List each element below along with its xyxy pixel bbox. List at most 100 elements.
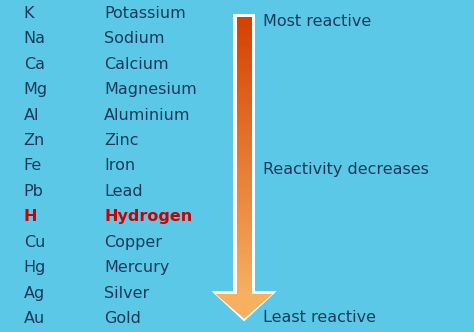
Bar (237, 35, 252, 36)
Bar (237, 144, 252, 145)
Bar (237, 215, 252, 216)
Bar (237, 97, 252, 98)
Bar (237, 136, 252, 137)
Bar (237, 182, 252, 183)
Bar (237, 96, 252, 97)
Bar (237, 223, 252, 224)
Bar (237, 240, 252, 241)
Polygon shape (211, 291, 277, 321)
Bar (237, 284, 252, 286)
Bar (237, 101, 252, 103)
Bar (237, 205, 252, 207)
Bar (237, 256, 252, 258)
Bar (237, 112, 252, 114)
Bar (237, 229, 252, 230)
Text: Zinc: Zinc (104, 133, 139, 148)
Bar (237, 220, 252, 222)
Bar (237, 32, 252, 33)
Bar (237, 251, 252, 252)
Text: Mercury: Mercury (104, 260, 170, 275)
Bar (237, 115, 252, 117)
Bar (237, 47, 252, 48)
Bar (237, 89, 252, 90)
Text: Most reactive: Most reactive (263, 14, 371, 29)
Bar (237, 193, 252, 194)
Bar (237, 58, 252, 59)
Bar (237, 105, 252, 107)
Text: H: H (24, 209, 37, 224)
Bar (237, 119, 252, 121)
Bar (237, 122, 252, 123)
Bar (237, 202, 252, 204)
Bar (237, 53, 252, 54)
Bar (237, 281, 252, 283)
Bar (237, 169, 252, 170)
Bar (237, 217, 252, 219)
Bar (237, 43, 252, 44)
Bar (237, 61, 252, 62)
Bar (237, 173, 252, 175)
Bar (237, 266, 252, 268)
Bar (237, 255, 252, 256)
Bar (237, 155, 252, 157)
Bar (237, 31, 252, 32)
Text: Copper: Copper (104, 235, 162, 250)
Bar (237, 127, 252, 129)
Bar (237, 48, 252, 50)
Bar (237, 159, 252, 161)
Text: Na: Na (24, 31, 46, 46)
Bar (237, 33, 252, 35)
Bar (237, 161, 252, 162)
Bar (237, 170, 252, 172)
Bar (237, 280, 252, 281)
Bar (237, 190, 252, 191)
Bar (237, 29, 252, 31)
Bar (237, 141, 252, 143)
Bar (237, 147, 252, 148)
Bar (237, 98, 252, 100)
Text: Aluminium: Aluminium (104, 108, 191, 123)
Bar (237, 78, 252, 79)
Bar (237, 254, 252, 255)
Bar (237, 138, 252, 140)
Bar (237, 191, 252, 193)
Bar (237, 261, 252, 262)
Bar (237, 265, 252, 266)
Bar (237, 140, 252, 141)
Bar (237, 184, 252, 186)
Text: Silver: Silver (104, 286, 149, 301)
Bar (237, 249, 252, 251)
Bar (237, 55, 252, 57)
Bar (237, 238, 252, 240)
Bar (237, 121, 252, 122)
Bar (237, 148, 252, 150)
Text: Al: Al (24, 108, 39, 123)
Text: Reactivity decreases: Reactivity decreases (263, 162, 429, 177)
Bar (237, 125, 252, 126)
Text: Calcium: Calcium (104, 57, 169, 72)
Bar (237, 28, 252, 29)
Bar (237, 259, 252, 261)
Bar (237, 59, 252, 61)
Bar (237, 200, 252, 201)
Bar (237, 177, 252, 179)
Bar (237, 126, 252, 127)
Bar (237, 51, 252, 53)
Bar (237, 75, 252, 76)
Bar (237, 236, 252, 237)
Bar (237, 208, 252, 209)
Bar (237, 244, 252, 245)
Text: Fe: Fe (24, 158, 42, 174)
Text: Gold: Gold (104, 311, 141, 326)
Bar (237, 288, 252, 290)
Bar (237, 100, 252, 101)
Bar (237, 247, 252, 248)
Bar (237, 24, 252, 25)
Bar (237, 227, 252, 229)
Bar (237, 172, 252, 173)
Bar (237, 104, 252, 105)
Bar (237, 18, 252, 19)
Text: K: K (24, 6, 34, 21)
Bar (237, 130, 252, 132)
Bar (237, 292, 252, 294)
